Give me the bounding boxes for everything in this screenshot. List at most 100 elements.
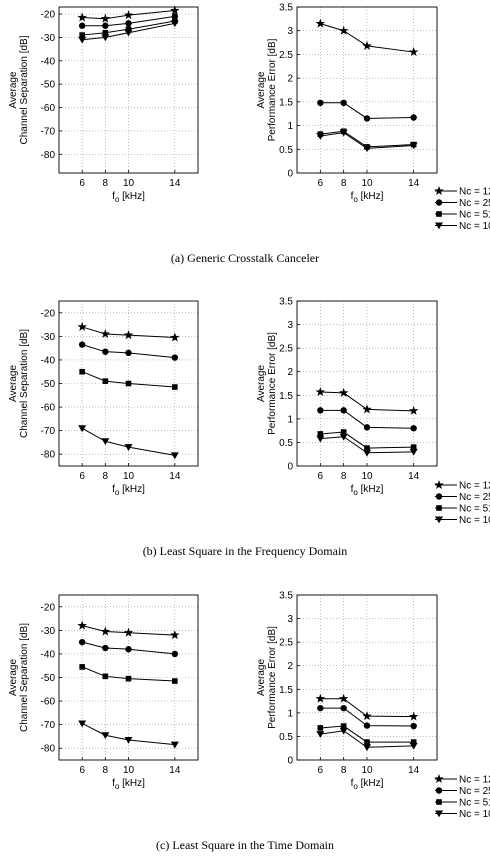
x-tick-label: 8 (103, 471, 109, 482)
x-tick-label: 14 (169, 471, 181, 482)
data-point-0-2 (123, 330, 134, 340)
data-point-0-2 (362, 40, 372, 50)
x-tick-label: 6 (79, 471, 85, 482)
data-point-3-0 (316, 731, 325, 738)
legend-label-0: Nc = 128 (459, 481, 490, 492)
y-tick-label: -60 (41, 697, 56, 708)
y-tick-label: -50 (41, 80, 56, 91)
data-point-0-2 (362, 711, 372, 721)
data-point-1-1 (102, 22, 109, 29)
x-axis-label-part: f (351, 484, 354, 495)
data-point-0-1 (100, 626, 111, 636)
chart-1-left: -20 -30 -40 -50 -60 -70 -80 6 8 10 14 AverageChanne… (8, 300, 199, 497)
legend-label-0: Nc = 128 (459, 187, 490, 198)
data-point-1-2 (125, 646, 132, 653)
data-point-0-0 (77, 321, 87, 331)
data-point-2-0 (317, 431, 324, 437)
series-line-0 (82, 10, 175, 20)
y-tick-label: 2 (287, 74, 293, 85)
data-point-1-2 (363, 424, 371, 431)
series-line-2 (320, 130, 414, 148)
series-line-3 (320, 436, 414, 454)
data-point-1-3 (410, 114, 417, 121)
y-tick-label: 1.5 (279, 97, 293, 108)
y-axis-label-line: Average (8, 659, 19, 697)
series-line-0 (82, 625, 175, 636)
y-tick-label: 2.5 (279, 344, 293, 355)
data-point-1-1 (340, 407, 347, 414)
data-point-3-3 (170, 20, 179, 28)
series-line-3 (81, 427, 175, 456)
y-tick-label: 0.5 (279, 145, 293, 156)
x-axis-label: fo [kHz] (112, 191, 145, 204)
x-axis-label: fo [kHz] (351, 484, 384, 497)
series-line-3 (82, 22, 175, 41)
y-tick-label: -80 (41, 744, 56, 755)
data-point-3-1 (339, 433, 348, 441)
x-axis-label: fo [kHz] (351, 778, 384, 791)
y-tick-label: -20 (41, 308, 56, 319)
y-axis-label-line: Average (256, 659, 267, 697)
data-point-0-2 (123, 10, 134, 20)
data-point-1-0 (317, 704, 324, 712)
data-point-3-3 (170, 452, 179, 460)
x-tick-label: 10 (361, 178, 373, 189)
x-tick-label: 8 (103, 178, 109, 189)
data-point-1-1 (102, 348, 109, 355)
chart-0-right: 0 0.5 1 1.5 2 2.5 3 3.5 6 8 10 14 AveragePerformance… (256, 3, 490, 233)
data-point-0-3 (170, 630, 180, 640)
series-line-2 (81, 666, 175, 682)
data-point-3-1 (101, 34, 110, 42)
y-tick-label: 3.5 (279, 591, 293, 602)
y-tick-label: 1 (287, 708, 293, 719)
data-point-2-2 (364, 739, 370, 745)
data-point-0-3 (170, 332, 180, 342)
y-axis-label: AverageChannel Separation [dB] (8, 35, 30, 144)
data-point-2-1 (102, 29, 109, 36)
x-axis-label: fo [kHz] (112, 778, 145, 791)
y-axis-label-line: Channel Separation [dB] (19, 329, 30, 438)
legend-marker-3 (435, 222, 443, 230)
x-tick-label: 10 (123, 471, 135, 482)
data-point-2-2 (364, 445, 370, 451)
y-tick-label: -30 (41, 626, 56, 637)
y-tick-label: 2.5 (279, 50, 293, 61)
data-point-3-3 (409, 142, 418, 150)
x-axis-label-sub: o (115, 195, 120, 204)
x-tick-label: 6 (318, 471, 324, 482)
y-tick-label: 2 (287, 661, 293, 672)
legend: Nc = 128Nc = 256Nc = 512Nc = 1024 (434, 774, 490, 820)
x-axis-label-sub: o (115, 488, 120, 497)
y-tick-label: 1.5 (279, 685, 293, 696)
x-axis-label-part: f (351, 778, 354, 789)
y-axis-label: AveragePerformance Error [dB] (256, 626, 278, 729)
data-point-0-0 (77, 620, 87, 630)
y-tick-label: -70 (41, 126, 56, 137)
y-axis-label: AverageChannel Separation [dB] (8, 329, 30, 438)
series-line-1 (320, 409, 414, 429)
x-tick-label: 10 (123, 765, 135, 776)
y-tick-label: 2.5 (279, 638, 293, 649)
legend-label-2: Nc = 512 (459, 798, 490, 809)
data-point-2-2 (125, 675, 132, 682)
x-tick-label: 10 (123, 178, 135, 189)
x-axis-label-part: f (112, 778, 115, 789)
series-line-2 (82, 20, 175, 36)
data-point-1-0 (317, 99, 324, 107)
data-point-3-2 (124, 444, 133, 451)
data-point-3-1 (101, 438, 110, 446)
data-point-0-3 (408, 47, 419, 57)
x-tick-label: 14 (169, 765, 181, 776)
x-axis-label-part: f (351, 191, 354, 202)
data-point-1-1 (102, 644, 109, 652)
data-point-1-2 (363, 722, 371, 729)
y-axis-label: AveragePerformance Error [dB] (256, 38, 278, 141)
data-point-3-3 (170, 741, 179, 749)
y-tick-label: 0 (287, 169, 293, 180)
data-point-3-0 (78, 36, 87, 44)
chart-1-right: 0 0.5 1 1.5 2 2.5 3 3.5 6 8 10 14 AveragePerformance… (256, 297, 490, 527)
caption-c: (c) Least Square in the Time Domain (156, 838, 334, 852)
series-line-0 (320, 391, 414, 412)
x-tick-label: 14 (408, 178, 420, 189)
